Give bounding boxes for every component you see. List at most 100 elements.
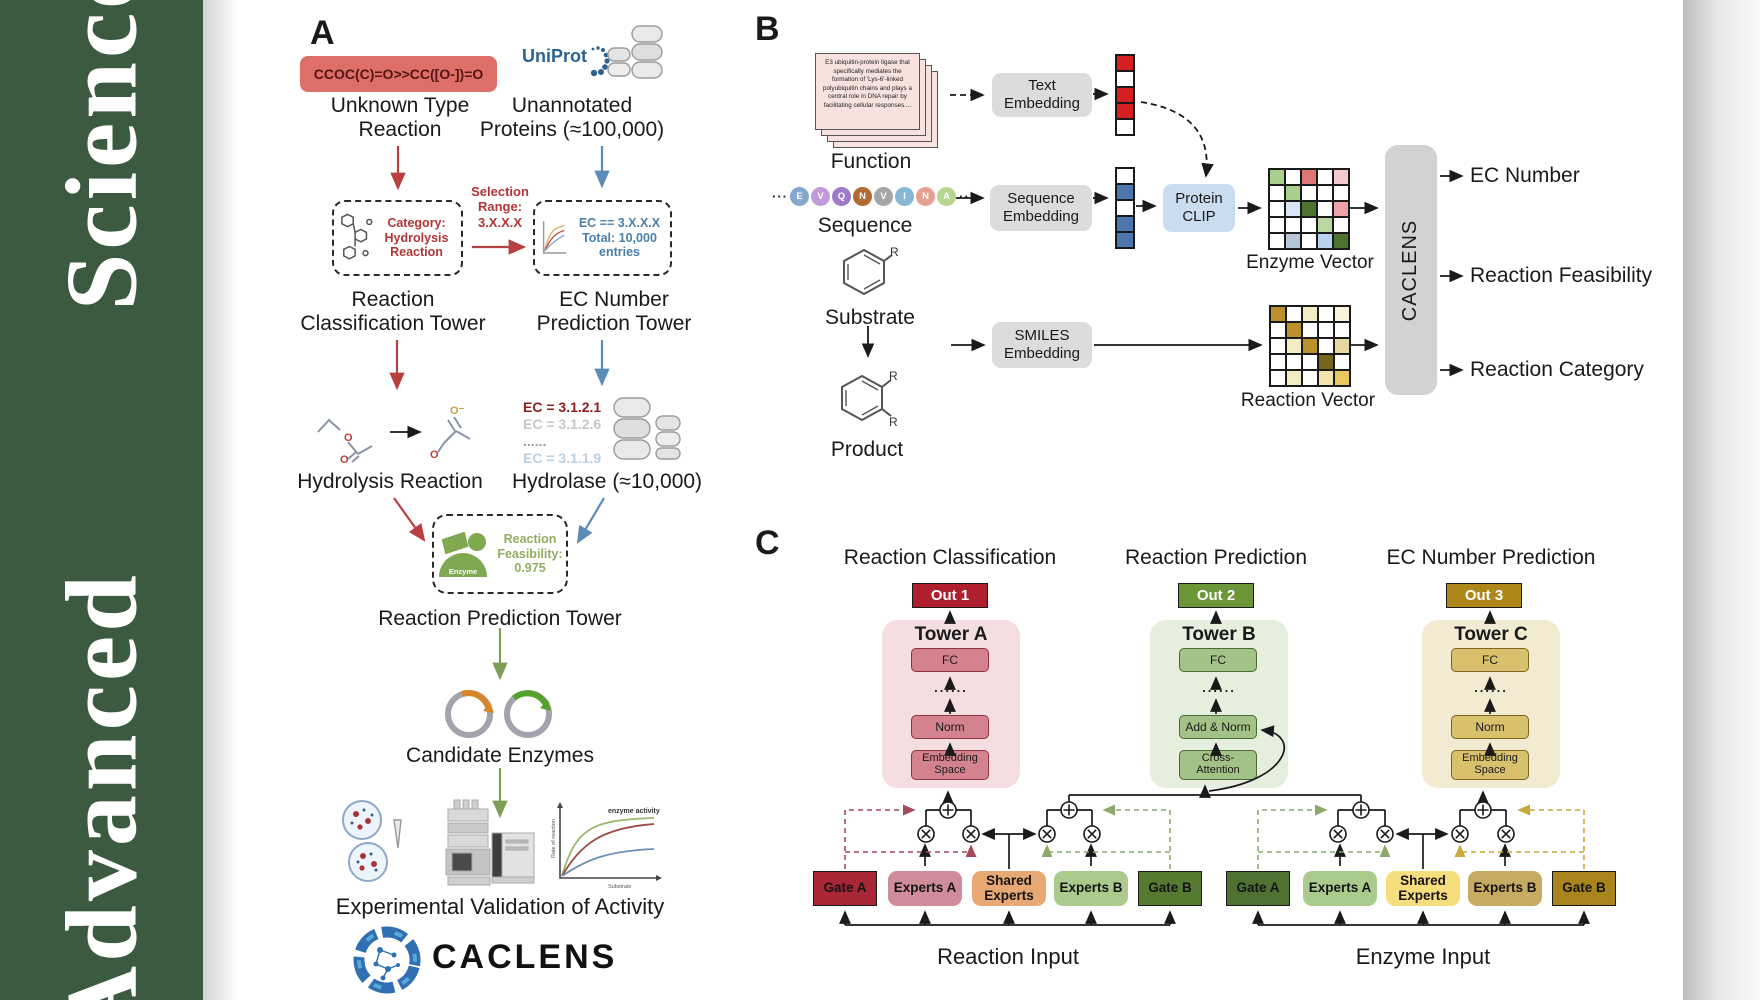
- vector-cell: [1269, 169, 1285, 185]
- vector-cell: [1116, 184, 1134, 200]
- enzyme-vector-label: Enzyme Vector: [1246, 252, 1374, 273]
- ester-molecule-icon: O O: [317, 418, 373, 464]
- svg-text:O⁻: O⁻: [450, 405, 465, 417]
- reaction-experts-a: Experts A: [888, 871, 962, 906]
- add-circles: [939, 801, 1492, 819]
- sequence-embedding-vector: [1115, 167, 1135, 249]
- tower-a-embedding-block: Embedding Space: [911, 750, 989, 780]
- vector-cell: [1317, 169, 1333, 185]
- residue-circle: I: [895, 187, 914, 206]
- sequence-embedding-box: Sequence Embedding: [990, 185, 1092, 231]
- reaction-feasibility-dashed-box: Enzyme Reaction Feasibility: 0.975: [432, 514, 568, 594]
- product-label: Product: [830, 438, 904, 461]
- carboxylate-molecule-icon: O⁻ O: [430, 405, 471, 461]
- tower-c-dots: ......: [1474, 680, 1508, 695]
- experimental-validation-label: Experimental Validation of Activity: [335, 894, 665, 919]
- ec-item: EC = 3.1.2.6: [523, 416, 602, 432]
- vector-cell: [1301, 185, 1317, 201]
- vector-cell: [1333, 201, 1349, 217]
- vector-cell: [1333, 185, 1349, 201]
- caclens-model-label: CACLENS: [1399, 219, 1422, 321]
- vector-cell: [1285, 217, 1301, 233]
- page-left-shadow: [203, 0, 239, 1000]
- selection-range-label: Selection Range: 3.X.X.X: [471, 184, 529, 230]
- tower-c-title: EC Number Prediction: [1386, 546, 1596, 569]
- vector-cell: [1116, 232, 1134, 248]
- svg-text:O: O: [344, 432, 353, 444]
- vector-cell: [1302, 322, 1318, 338]
- reaction-classification-dashed-box: Category: Hydrolysis Reaction: [332, 200, 463, 276]
- feasibility-text: Reaction Feasibility: 0.975: [497, 531, 563, 576]
- activity-plot-xlabel: Substrate: [608, 884, 632, 890]
- out3-box: Out 3: [1446, 583, 1522, 608]
- ec-item: EC = 3.1.2.1: [523, 399, 602, 415]
- hplc-instrument-icon: [445, 799, 535, 886]
- vector-cell: [1269, 185, 1285, 201]
- vector-cell: [1317, 185, 1333, 201]
- tower-b-addnorm-block: Add & Norm: [1179, 715, 1257, 739]
- tower-b-crossattention-block: Cross- Attention: [1179, 750, 1257, 780]
- journal-sidebar: Advanced Science: [0, 0, 203, 1000]
- vector-cell: [1286, 306, 1302, 322]
- text-embedding-vector: [1115, 54, 1135, 136]
- tower-c: Tower C FC ...... Norm Embedding Space: [1422, 620, 1560, 788]
- tower-a-title: Reaction Classification: [843, 546, 1057, 569]
- vector-cell: [1270, 306, 1286, 322]
- vector-cell: [1116, 55, 1134, 71]
- ec-item: EC = 3.1.1.9: [523, 450, 602, 466]
- reaction-classification-tower-label: Reaction Classification Tower: [300, 288, 486, 336]
- vector-cell: [1116, 119, 1134, 135]
- residue-circle: A: [937, 187, 956, 206]
- tower-b-title: Reaction Prediction: [1124, 546, 1308, 569]
- vector-cell: [1333, 217, 1349, 233]
- panel-c-label: C: [755, 524, 780, 562]
- ec-item: ......: [523, 433, 547, 449]
- page-right-gradient: [1683, 0, 1760, 1000]
- vector-cell: [1301, 217, 1317, 233]
- sequence-ellipsis: ···: [772, 189, 788, 204]
- vector-cell: [1116, 71, 1134, 87]
- vector-cell: [1333, 169, 1349, 185]
- enzyme-input-label: Enzyme Input: [1355, 944, 1491, 969]
- ec-candidate-list: EC = 3.1.2.1 EC = 3.1.2.6 ...... EC = 3.…: [523, 399, 601, 467]
- out1-box: Out 1: [912, 583, 988, 608]
- vector-cell: [1269, 217, 1285, 233]
- panel-a-label: A: [310, 14, 335, 52]
- residue-circle: N: [853, 187, 872, 206]
- unannotated-proteins-label: Unannotated Proteins (≈100,000): [479, 94, 665, 142]
- enzyme-gate-b: Gate B: [1552, 871, 1616, 906]
- residue-circle: E: [790, 187, 809, 206]
- function-card: E3 ubiquitin-protein ligase that specifi…: [815, 53, 920, 130]
- reaction-vector-label: Reaction Vector: [1240, 390, 1376, 411]
- vector-cell: [1269, 201, 1285, 217]
- smiles-string: CCOC(C)=O>>CC([O-])=O: [313, 66, 484, 82]
- uniprot-dots-icon: [590, 46, 610, 77]
- candidate-enzymes-label: Candidate Enzymes: [406, 744, 594, 767]
- vector-cell: [1334, 370, 1350, 386]
- tower-c-name: Tower C: [1454, 624, 1528, 645]
- enzyme-blob-label: Enzyme: [449, 567, 477, 576]
- residue-circle: V: [811, 187, 830, 206]
- vector-cell: [1285, 185, 1301, 201]
- vector-cell: [1269, 233, 1285, 249]
- r-group-label: R: [889, 369, 898, 383]
- vector-cell: [1270, 322, 1286, 338]
- reaction-experts-b: Experts B: [1054, 871, 1128, 906]
- tower-b-dots: ......: [1202, 680, 1236, 695]
- vector-cell: [1318, 338, 1334, 354]
- tower-b: Tower B FC ...... Add & Norm Cross- Atte…: [1150, 620, 1288, 788]
- vector-cell: [1116, 103, 1134, 119]
- tower-c-embedding-block: Embedding Space: [1451, 750, 1529, 780]
- reaction-vector-grid: [1269, 305, 1351, 387]
- petri-dish-icon: [342, 800, 402, 882]
- substrate-label: Substrate: [825, 306, 915, 329]
- vector-cell: [1116, 200, 1134, 216]
- vector-cell: [1285, 201, 1301, 217]
- enzyme-blob-icon: Enzyme: [439, 530, 487, 577]
- vector-cell: [1334, 354, 1350, 370]
- smiles-embedding-box: SMILES Embedding: [992, 322, 1092, 368]
- caclens-logo-icon: [353, 926, 421, 994]
- journal-name: Advanced Science: [1, 0, 204, 1000]
- plasmid-icons: [445, 690, 552, 738]
- journal-word-science: Science: [45, 0, 159, 311]
